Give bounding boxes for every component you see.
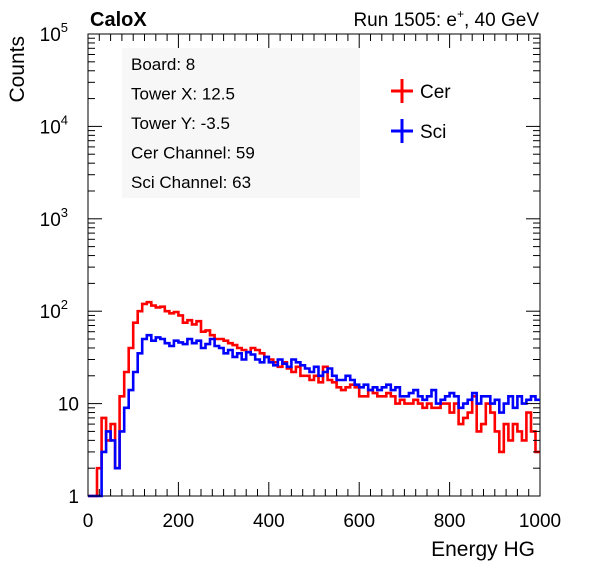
y-tick-label: 105 [40, 20, 68, 46]
x-tick-label: 200 [163, 511, 195, 532]
info-line: Board: 8 [131, 55, 195, 74]
y-axis-title: Counts [6, 36, 29, 103]
series-cer-line [88, 300, 540, 498]
series-layer [88, 300, 540, 498]
legend: Cer Sci [391, 79, 451, 143]
legend-label-cer: Cer [420, 82, 451, 103]
info-line: Cer Channel: 59 [131, 144, 255, 163]
x-tick-label: 800 [434, 511, 466, 532]
y-axis: 1 10 102 103 104 105 [40, 20, 540, 508]
y-tick-label: 10 [58, 395, 79, 416]
legend-label-sci: Sci [420, 122, 446, 143]
info-line: Tower Y: -3.5 [131, 114, 230, 133]
header-right: Run 1505: e+, 40 GeV [353, 7, 539, 31]
info-box-background [122, 48, 360, 198]
x-axis-title: Energy HG [431, 538, 535, 561]
y-tick-label: 102 [40, 297, 68, 323]
info-box: Board: 8 Tower X: 12.5 Tower Y: -3.5 Cer Ch… [122, 48, 360, 198]
x-tick-label: 400 [253, 511, 285, 532]
x-tick-label: 0 [83, 511, 94, 532]
series-sci-line [88, 333, 540, 498]
y-tick-label: 104 [40, 112, 68, 138]
y-tick-label: 103 [40, 205, 68, 231]
x-tick-label: 600 [343, 511, 375, 532]
x-tick-label: 1000 [519, 511, 561, 532]
y-tick-label: 1 [68, 487, 79, 508]
x-axis: 0 200 400 600 800 1000 [83, 34, 561, 532]
info-line: Tower X: 12.5 [131, 85, 235, 104]
info-line: Sci Channel: 63 [131, 173, 251, 192]
header-left: CaloX [90, 9, 147, 31]
